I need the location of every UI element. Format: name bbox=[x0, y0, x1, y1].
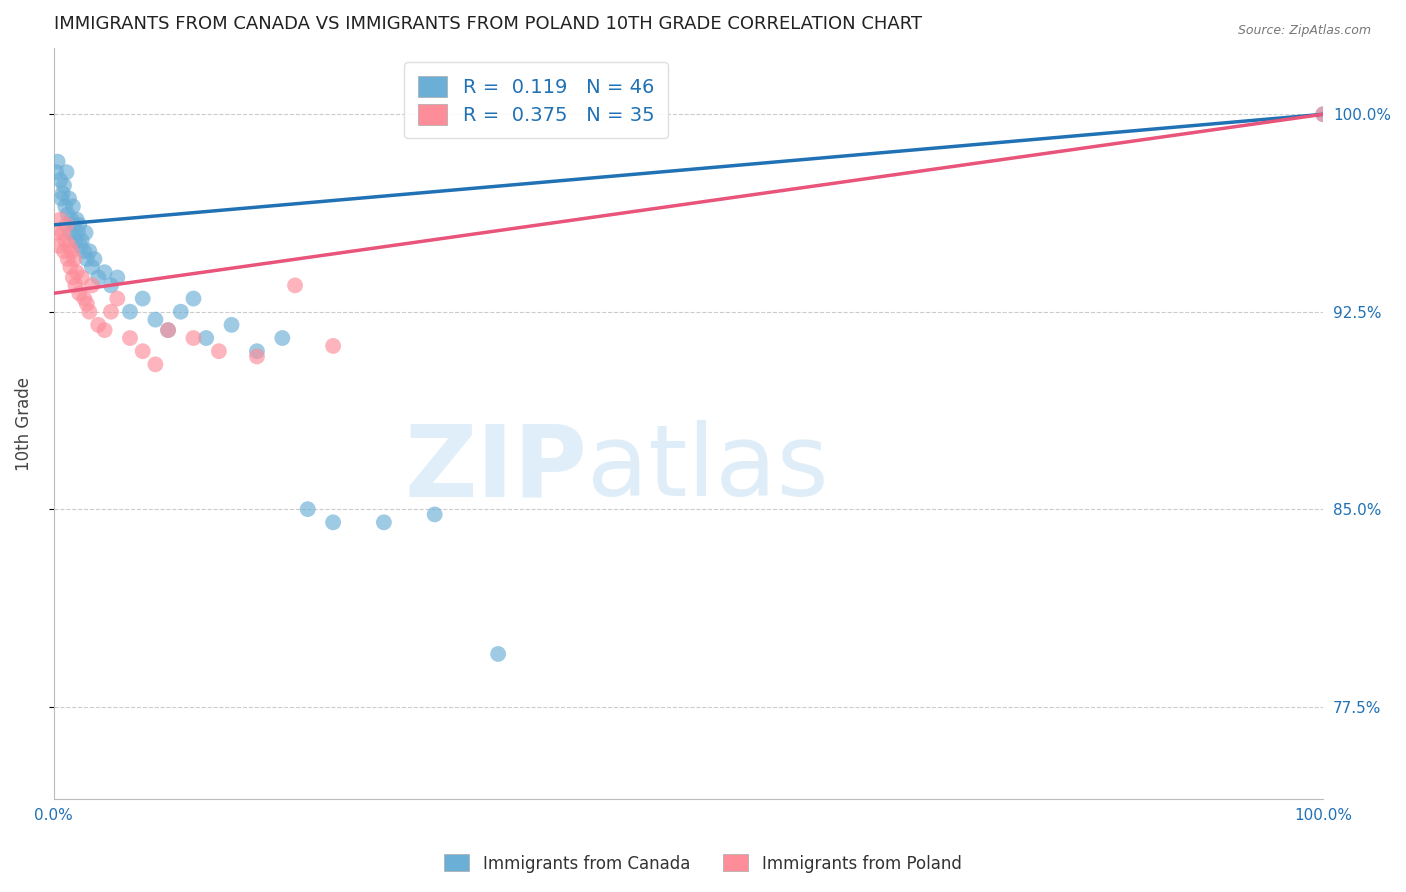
Point bbox=[55, 165, 77, 179]
Point bbox=[373, 516, 395, 530]
Point bbox=[76, 297, 98, 311]
Point bbox=[170, 304, 193, 318]
Point bbox=[56, 207, 79, 221]
Point bbox=[105, 292, 128, 306]
Point bbox=[49, 173, 72, 187]
Point bbox=[67, 286, 90, 301]
Point bbox=[76, 252, 98, 266]
Point bbox=[93, 265, 115, 279]
Point bbox=[45, 226, 67, 240]
Point bbox=[67, 218, 90, 232]
Point bbox=[60, 212, 83, 227]
Point bbox=[271, 331, 294, 345]
Point bbox=[145, 357, 167, 371]
Point bbox=[100, 278, 122, 293]
Point bbox=[75, 226, 97, 240]
Point bbox=[93, 323, 115, 337]
Point bbox=[53, 244, 76, 259]
Point bbox=[69, 239, 91, 253]
Point bbox=[87, 318, 110, 332]
Point bbox=[58, 192, 80, 206]
Point bbox=[60, 244, 83, 259]
Point bbox=[62, 270, 84, 285]
Point bbox=[131, 292, 153, 306]
Point bbox=[48, 239, 70, 253]
Point bbox=[53, 199, 76, 213]
Point bbox=[53, 178, 76, 193]
Point bbox=[63, 218, 86, 232]
Point bbox=[58, 239, 80, 253]
Point bbox=[423, 508, 446, 522]
Point bbox=[53, 234, 76, 248]
Point bbox=[63, 252, 86, 266]
Point bbox=[73, 244, 96, 259]
Point bbox=[208, 344, 231, 359]
Point bbox=[79, 244, 101, 259]
Point bbox=[221, 318, 243, 332]
Y-axis label: 10th Grade: 10th Grade bbox=[15, 376, 32, 471]
Point bbox=[246, 350, 269, 364]
Point bbox=[70, 270, 93, 285]
Point bbox=[100, 304, 122, 318]
Point bbox=[66, 212, 89, 227]
Point bbox=[118, 331, 141, 345]
Text: ZIP: ZIP bbox=[404, 420, 586, 517]
Point bbox=[49, 212, 72, 227]
Point bbox=[322, 339, 344, 353]
Point bbox=[1312, 107, 1334, 121]
Legend: Immigrants from Canada, Immigrants from Poland: Immigrants from Canada, Immigrants from … bbox=[437, 847, 969, 880]
Point bbox=[118, 304, 141, 318]
Point bbox=[55, 218, 77, 232]
Point bbox=[62, 199, 84, 213]
Point bbox=[56, 252, 79, 266]
Point bbox=[45, 165, 67, 179]
Text: Source: ZipAtlas.com: Source: ZipAtlas.com bbox=[1237, 24, 1371, 37]
Point bbox=[105, 270, 128, 285]
Point bbox=[66, 265, 89, 279]
Point bbox=[145, 312, 167, 326]
Legend: R =  0.119   N = 46, R =  0.375   N = 35: R = 0.119 N = 46, R = 0.375 N = 35 bbox=[405, 62, 668, 138]
Point bbox=[65, 234, 87, 248]
Point bbox=[52, 226, 75, 240]
Point bbox=[297, 502, 319, 516]
Point bbox=[80, 260, 103, 274]
Point bbox=[157, 323, 180, 337]
Point bbox=[1312, 107, 1334, 121]
Point bbox=[183, 292, 205, 306]
Point bbox=[79, 304, 101, 318]
Point bbox=[157, 323, 180, 337]
Point bbox=[46, 154, 69, 169]
Point bbox=[195, 331, 218, 345]
Text: atlas: atlas bbox=[586, 420, 828, 517]
Point bbox=[183, 331, 205, 345]
Point bbox=[66, 226, 89, 240]
Point bbox=[284, 278, 307, 293]
Point bbox=[80, 278, 103, 293]
Point bbox=[322, 516, 344, 530]
Point bbox=[52, 186, 75, 201]
Point bbox=[59, 226, 82, 240]
Point bbox=[83, 252, 105, 266]
Point bbox=[73, 292, 96, 306]
Point bbox=[70, 234, 93, 248]
Point bbox=[131, 344, 153, 359]
Point bbox=[246, 344, 269, 359]
Point bbox=[51, 192, 73, 206]
Point bbox=[59, 260, 82, 274]
Point bbox=[87, 270, 110, 285]
Point bbox=[65, 278, 87, 293]
Point bbox=[486, 647, 509, 661]
Text: IMMIGRANTS FROM CANADA VS IMMIGRANTS FROM POLAND 10TH GRADE CORRELATION CHART: IMMIGRANTS FROM CANADA VS IMMIGRANTS FRO… bbox=[53, 15, 922, 33]
